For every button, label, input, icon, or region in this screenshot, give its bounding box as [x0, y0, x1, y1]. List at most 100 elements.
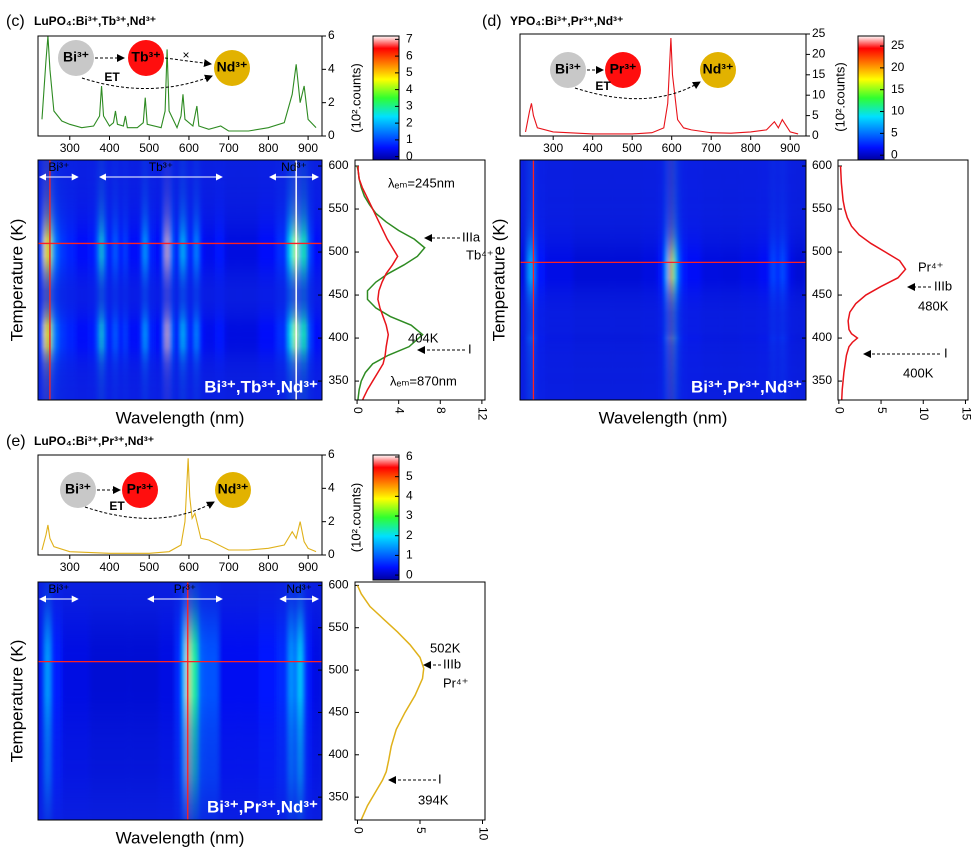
x-tick-label: 700	[219, 560, 239, 574]
heatmap-cell	[120, 160, 125, 400]
x-tick-label: 700	[701, 141, 721, 155]
x-tick-label: 800	[258, 560, 278, 574]
annotation: IIIb	[934, 278, 952, 293]
heatmap-cell	[193, 582, 198, 820]
heatmap-cell	[642, 160, 658, 400]
heatmap-cell	[258, 582, 277, 820]
heatmap-cell	[102, 160, 107, 400]
heatmap-cell	[669, 160, 672, 400]
colorbar-tick-label: 5	[891, 126, 898, 140]
heatmap-cell	[96, 160, 101, 400]
heatmap-cell	[182, 582, 187, 820]
heatmap-cell	[758, 160, 771, 400]
heatmap-label: Bi³⁺,Tb³⁺,Nd³⁺	[204, 377, 318, 396]
heatmap-cell	[126, 160, 133, 400]
x-tick-label: 900	[298, 560, 318, 574]
heatmap-cell	[680, 160, 688, 400]
heatmap-cell	[294, 582, 299, 820]
heatmap-cell	[288, 160, 295, 400]
colorbar-tick-label: 4	[406, 82, 413, 96]
colorbar-tick-label: 0	[406, 567, 413, 581]
heatmap-cell	[676, 160, 681, 400]
x-tick-label: 4	[393, 407, 407, 414]
y-tick-label: 2	[328, 95, 335, 109]
x-tick-label: 12	[476, 407, 490, 421]
plot-frame	[837, 159, 969, 401]
scheme-blocked: ×	[182, 48, 189, 62]
spectrum-line	[41, 458, 317, 554]
y-tick-label: 450	[328, 705, 348, 719]
panel-label: (d)	[482, 13, 502, 30]
scheme-node-label: Nd³⁺	[217, 59, 248, 75]
heatmap-cells	[38, 582, 322, 820]
colorbar-tick-label: 6	[406, 48, 413, 62]
y-tick-label: 400	[328, 747, 348, 761]
scheme-node	[128, 40, 164, 76]
scheme-node	[700, 52, 736, 88]
y-tick-label: 2	[328, 514, 335, 528]
panel-title: LuPO₄:Bi³⁺,Pr³⁺,Nd³⁺	[34, 434, 154, 448]
y-tick-label: 6	[328, 447, 335, 461]
x-tick-label: 600	[179, 141, 199, 155]
annotation: 400K	[903, 365, 934, 380]
heatmap-cell	[48, 582, 52, 820]
heatmap-cell	[179, 160, 182, 400]
heatmap-cell	[132, 160, 141, 400]
x-axis-label: Wavelength (nm)	[116, 828, 245, 847]
scheme-node-label: Bi³⁺	[63, 49, 89, 65]
x-tick-label: 10	[917, 407, 931, 421]
colorbar-tick-label: 3	[406, 508, 413, 522]
heatmap-cell	[527, 160, 531, 400]
heatmap-cell	[46, 582, 49, 820]
spectrum-line	[41, 36, 317, 132]
scheme-node	[60, 472, 96, 508]
colorbar-tick-label: 6	[406, 449, 413, 463]
heatmap-cell	[740, 160, 759, 400]
colorbar-tick-label: 2	[406, 115, 413, 129]
annotation: Tb⁴⁺	[466, 247, 494, 262]
heatmap-cell	[51, 582, 62, 820]
x-tick-label: 15	[959, 407, 972, 421]
heatmap-cell	[302, 582, 307, 820]
heatmap	[38, 160, 322, 400]
annotation: 404K	[408, 330, 439, 345]
y-tick-label: 20	[812, 47, 826, 61]
y-tick-label: 4	[328, 62, 335, 76]
y-tick-label: 15	[812, 67, 826, 81]
heatmap-cell	[276, 160, 289, 400]
y-tick-label: 550	[812, 201, 832, 215]
x-tick-label: 600	[179, 560, 199, 574]
heatmap-cell	[665, 160, 670, 400]
heatmap-cell	[238, 582, 259, 820]
heatmap-cell	[61, 582, 90, 820]
heatmap-cell	[43, 160, 47, 400]
x-tick-label: 5	[414, 827, 428, 834]
series-label: λₑₘ=245nm	[388, 175, 455, 190]
y-tick-label: 500	[812, 244, 832, 258]
x-tick-label: 10	[476, 827, 490, 841]
annotation: IIIa	[462, 229, 481, 244]
x-tick-label: 0	[351, 827, 365, 834]
heatmap-cell	[43, 582, 47, 820]
heatmap-cell	[57, 160, 66, 400]
colorbar-tick-label: 3	[406, 99, 413, 113]
heatmap-cell	[721, 160, 741, 400]
scheme-arrow	[574, 81, 701, 100]
heatmap-cell	[146, 160, 155, 400]
y-axis-label: Temperature (K)	[489, 219, 508, 342]
heatmap-cell	[671, 160, 674, 400]
y-tick-label: 400	[328, 330, 348, 344]
heatmap	[38, 582, 322, 820]
y-tick-label: 350	[328, 789, 348, 803]
plot-frame	[519, 159, 807, 401]
glow-curve	[357, 166, 399, 400]
heatmap-cell	[780, 160, 785, 400]
heatmap-cell	[535, 160, 546, 400]
colorbar-tick-label: 20	[891, 60, 905, 74]
heatmap-cells	[38, 160, 322, 400]
heatmap-cell	[572, 160, 613, 400]
heatmap-cell	[687, 160, 702, 400]
x-tick-label: 700	[219, 141, 239, 155]
plot-frame	[37, 35, 323, 137]
y-tick-label: 6	[328, 28, 335, 42]
